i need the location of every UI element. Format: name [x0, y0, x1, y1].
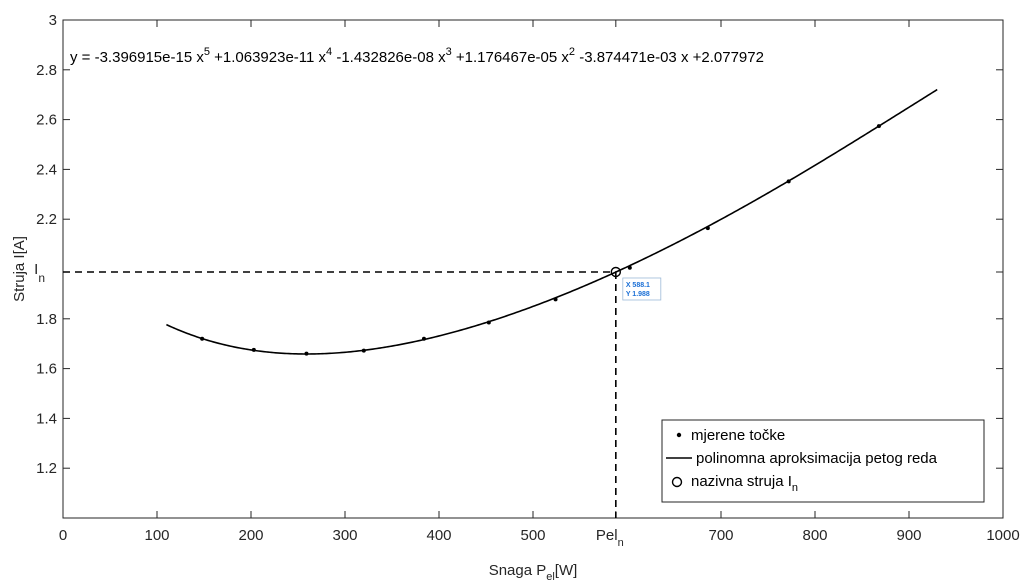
y-tick-label: 1.6: [36, 361, 57, 378]
datatip: X 588.1 Y 1.988: [622, 277, 662, 301]
x-tick-label: 700: [708, 527, 733, 544]
legend-label-rated: nazivna struja In: [691, 473, 798, 494]
y-tick-label: 3: [49, 12, 57, 29]
x-axis-label: Snaga Pel[W]: [489, 562, 578, 581]
measured-point: [627, 265, 632, 270]
measured-point: [553, 297, 558, 302]
y-tick-label: 2.8: [36, 62, 57, 79]
y-tick-label: 1.2: [36, 460, 57, 477]
legend-box: [661, 419, 985, 503]
legend-label-fit: polinomna aproksimacija petog reda: [696, 450, 938, 467]
x-tick-label: 200: [238, 527, 263, 544]
x-tick-label: 800: [802, 527, 827, 544]
x-tick-label: 100: [144, 527, 169, 544]
measured-point: [421, 336, 426, 341]
rated-current-marker: [610, 266, 622, 278]
fit-curve-line: [166, 88, 938, 355]
y-tick-label-in: In: [34, 261, 45, 285]
datatip-x-label: X 588.1: [626, 282, 650, 289]
y-axis-label: Struja I[A]: [11, 236, 28, 302]
x-tick-label: 400: [426, 527, 451, 544]
y-tick-label: 2.6: [36, 112, 57, 129]
x-tick-label: 900: [896, 527, 921, 544]
measured-point: [486, 320, 491, 325]
x-tick-label: 500: [520, 527, 545, 544]
measured-point: [361, 348, 366, 353]
measured-point: [786, 179, 791, 184]
datatip-y-label: Y 1.988: [626, 291, 650, 298]
y-tick-label: 2.4: [36, 161, 57, 178]
y-tick-label: 1.8: [36, 311, 57, 328]
measured-point: [876, 124, 881, 129]
legend-marker-rated: [671, 476, 683, 488]
x-tick-label: 1000: [986, 527, 1019, 544]
legend: mjerene točke polinomna aproksimacija pet…: [661, 419, 985, 503]
y-tick-label: 2.2: [36, 211, 57, 228]
measured-point: [705, 226, 710, 231]
measured-point: [304, 351, 309, 356]
measured-point: [251, 347, 256, 352]
measured-point: [200, 336, 205, 341]
x-tick-label: 300: [332, 527, 357, 544]
y-tick-label: 1.4: [36, 410, 57, 427]
legend-label-points: mjerene točke: [691, 427, 785, 444]
fit-equation: y = -3.396915e-15 x5 +1.063923e-11 x4 -1…: [70, 46, 764, 66]
x-tick-label-peln: Peln: [596, 527, 624, 549]
legend-marker-points: [676, 432, 682, 438]
x-tick-label: 0: [59, 527, 67, 544]
datatip-box: [622, 277, 662, 301]
